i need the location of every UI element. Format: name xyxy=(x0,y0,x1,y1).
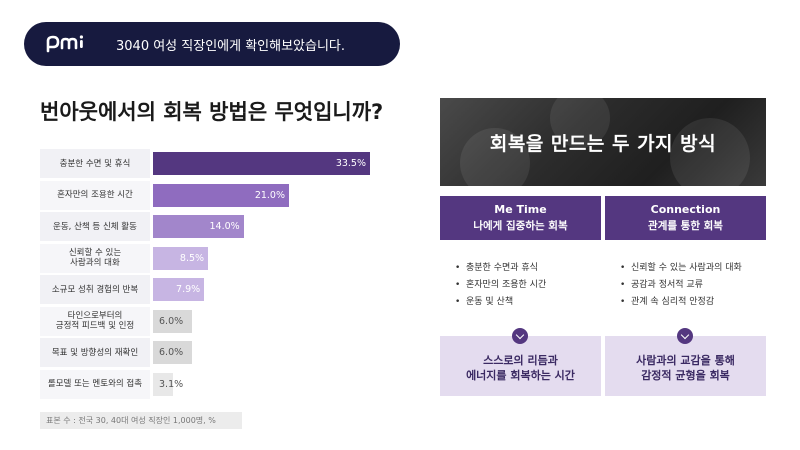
me-time-name: Me Time xyxy=(494,203,547,216)
value-label: 14.0% xyxy=(209,221,240,232)
category-label: 목표 및 방향성의 재확인 xyxy=(40,338,150,367)
me-time-result: 스스로의 리듬과 에너지를 회복하는 시간 xyxy=(440,336,601,396)
bar xyxy=(153,341,192,364)
me-time-header: Me Time 나에게 집중하는 회복 xyxy=(440,196,601,240)
chart-row: 롤모델 또는 멘토와의 접촉 3.1% xyxy=(40,369,400,401)
category-label: 롤모델 또는 멘토와의 접촉 xyxy=(40,369,150,399)
bullet-item: 충분한 수면과 휴식 xyxy=(452,260,613,277)
chart-row: 신뢰할 수 있는 사람과의 대화 8.5% xyxy=(40,243,400,275)
header-title: 3040 여성 직장인에게 확인해보았습니다. xyxy=(116,38,346,54)
category-label: 소규모 성취 경험의 반복 xyxy=(40,275,150,304)
bar xyxy=(153,183,290,207)
chart-row: 소규모 성취 경험의 반복 7.9% xyxy=(40,274,400,306)
connection-subtitle: 관계를 통한 회복 xyxy=(648,220,723,232)
me-time-bullets: 충분한 수면과 휴식 혼자만의 조용한 시간 운동 및 산책 xyxy=(452,260,613,311)
chart-row: 혼자만의 조용한 시간 21.0% xyxy=(40,180,400,212)
connection-result-line2: 감정적 균형을 회복 xyxy=(641,369,730,382)
value-label: 21.0% xyxy=(254,189,286,201)
bar xyxy=(153,215,244,238)
header-pill: 3040 여성 직장인에게 확인해보았습니다. xyxy=(24,22,400,66)
connection-result: 사람과의 교감을 통해 감정적 균형을 회복 xyxy=(605,336,766,396)
bullet-item: 운동 및 산책 xyxy=(452,294,613,311)
value-label: 33.5% xyxy=(335,158,366,169)
me-time-subtitle: 나에게 집중하는 회복 xyxy=(473,220,568,232)
connection-name: Connection xyxy=(650,203,721,216)
panel-title: 회복을 만드는 두 가지 방식 xyxy=(489,132,717,155)
me-time-result-line2: 에너지를 회복하는 시간 xyxy=(466,369,575,382)
connection-bullets: 신뢰할 수 있는 사람과의 대화 공감과 정서적 교류 관계 속 심리적 안정감 xyxy=(617,260,778,311)
bar xyxy=(153,372,174,396)
value-label: 8.5% xyxy=(179,252,205,264)
value-label: 6.0% xyxy=(159,315,184,327)
chart-row: 운동, 산책 등 신체 활동 14.0% xyxy=(40,211,400,243)
category-label: 타인으로부터의 긍정적 피드백 및 인정 xyxy=(40,306,150,336)
connection-result-line1: 사람과의 교감을 통해 xyxy=(636,354,735,367)
sample-note: 표본 수 : 전국 30, 40대 여성 직장인 1,000명, % xyxy=(40,412,242,429)
chart-row: 타인으로부터의 긍정적 피드백 및 인정 6.0% xyxy=(40,306,400,338)
bullet-item: 혼자만의 조용한 시간 xyxy=(452,277,613,294)
value-label: 3.1% xyxy=(159,378,184,390)
category-label: 혼자만의 조용한 시간 xyxy=(40,180,150,210)
me-time-result-line1: 스스로의 리듬과 xyxy=(483,354,558,367)
bullet-item: 신뢰할 수 있는 사람과의 대화 xyxy=(617,260,778,277)
bullet-item: 관계 속 심리적 안정감 xyxy=(617,294,778,311)
chevron-down-icon xyxy=(677,328,693,344)
category-label: 운동, 산책 등 신체 활동 xyxy=(40,212,150,241)
chart-row: 목표 및 방향성의 재확인 6.0% xyxy=(40,337,400,369)
bullet-item: 공감과 정서적 교류 xyxy=(617,277,778,294)
chart-row: 충분한 수면 및 휴식 33.5% xyxy=(40,148,400,180)
bar xyxy=(153,152,370,175)
category-label: 신뢰할 수 있는 사람과의 대화 xyxy=(40,243,150,273)
bar xyxy=(153,309,192,333)
value-label: 6.0% xyxy=(159,347,184,358)
horizontal-bar-chart: 충분한 수면 및 휴식 33.5% 혼자만의 조용한 시간 21.0% 운동, 산책 등… xyxy=(40,148,400,400)
category-label: 충분한 수면 및 휴식 xyxy=(40,149,150,178)
connection-header: Connection 관계를 통한 회복 xyxy=(605,196,766,240)
question-heading: 번아웃에서의 회복 방법은 무엇입니까? xyxy=(40,100,384,124)
bar xyxy=(153,278,205,301)
pmi-logo xyxy=(46,35,83,53)
header-photo: 회복을 만드는 두 가지 방식 xyxy=(440,98,766,186)
value-label: 7.9% xyxy=(176,284,201,295)
chevron-down-icon xyxy=(512,328,528,344)
bar xyxy=(153,246,209,270)
